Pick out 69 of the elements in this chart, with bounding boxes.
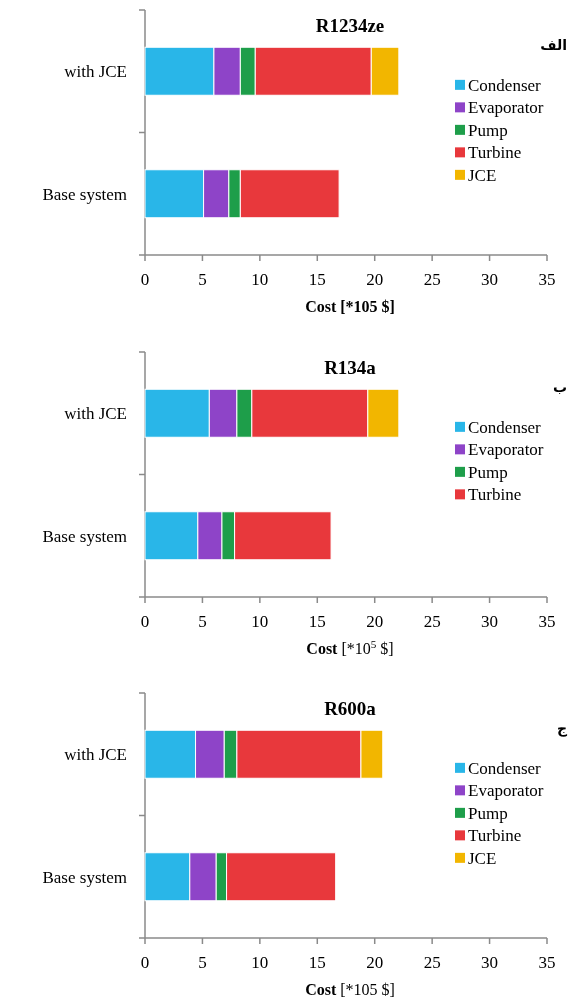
bar (234, 511, 332, 561)
chart-title: R600a (324, 698, 377, 719)
x-tick-label: 20 (366, 612, 384, 631)
chart-title: R1234ze (315, 15, 385, 36)
x-tick-label: 10 (251, 612, 269, 631)
legend-label: Condenser (468, 75, 542, 95)
y-tick-label: with JCE (64, 745, 127, 765)
legend-label: Pump (468, 120, 508, 140)
y-tick-label: Base system (42, 184, 127, 204)
x-tick-label: 5 (198, 953, 207, 972)
x-tick-label: 30 (481, 612, 499, 631)
x-axis-title: Cost [*105 $] (305, 981, 395, 998)
y-tick-label: Base system (42, 867, 127, 887)
x-tick-label: 25 (423, 270, 441, 289)
text: ب (552, 379, 567, 395)
bar (144, 169, 205, 219)
x-tick-label: 25 (423, 612, 441, 631)
bar (189, 852, 217, 902)
bar (197, 511, 223, 561)
legend-label: Turbine (468, 826, 522, 846)
x-axis-title: Cost [*105 $] (305, 298, 395, 315)
x-tick-label: 0 (140, 612, 150, 631)
x-tick-label: 15 (308, 270, 326, 289)
bar (213, 46, 241, 96)
legend-label: Pump (468, 462, 508, 482)
x-tick-label: 15 (308, 953, 326, 972)
legend-label: Pump (468, 803, 508, 823)
bar (144, 511, 199, 561)
x-tick-label: 0 (140, 953, 150, 972)
legend-label: JCE (468, 165, 497, 185)
chart-title: R134a (324, 357, 377, 378)
x-tick-label: 25 (423, 953, 441, 972)
x-tick-label: 10 (251, 270, 269, 289)
bar (144, 46, 215, 96)
annotation: الف (540, 37, 567, 53)
bar (228, 169, 241, 219)
legend-label: Turbine (468, 143, 522, 163)
x-tick-label: 15 (308, 612, 326, 631)
x-tick-label: 30 (481, 953, 499, 972)
bar (144, 852, 191, 902)
legend-label: JCE (468, 848, 497, 868)
x-tick-label: 10 (251, 953, 269, 972)
bar (208, 388, 238, 438)
x-axis-title: Cost [*10$^{5}$ $] (306, 638, 394, 657)
legend-label: Condenser (468, 417, 542, 437)
x-tick-label: 5 (198, 612, 207, 631)
y-tick-label: with JCE (64, 404, 127, 424)
bar (203, 169, 230, 219)
legend-label: Turbine (468, 485, 522, 505)
bar (239, 46, 256, 96)
bar (144, 729, 197, 779)
bar (226, 852, 337, 902)
x-tick-label: 0 (140, 270, 150, 289)
x-tick-label: 30 (481, 270, 499, 289)
x-tick-label: 20 (366, 270, 384, 289)
legend-label: Condenser (468, 758, 542, 778)
x-tick-label: 20 (366, 953, 384, 972)
bar (239, 169, 340, 219)
text: ج (556, 720, 568, 737)
bar (144, 388, 210, 438)
y-tick-label: Base system (42, 526, 127, 546)
bar (221, 511, 236, 561)
bar (236, 388, 253, 438)
x-tick-label: 35 (538, 953, 556, 972)
y-tick-label: with JCE (64, 62, 127, 82)
bar (195, 729, 225, 779)
x-tick-label: 35 (538, 612, 556, 631)
x-tick-label: 5 (198, 270, 207, 289)
x-tick-label: 35 (538, 270, 556, 289)
